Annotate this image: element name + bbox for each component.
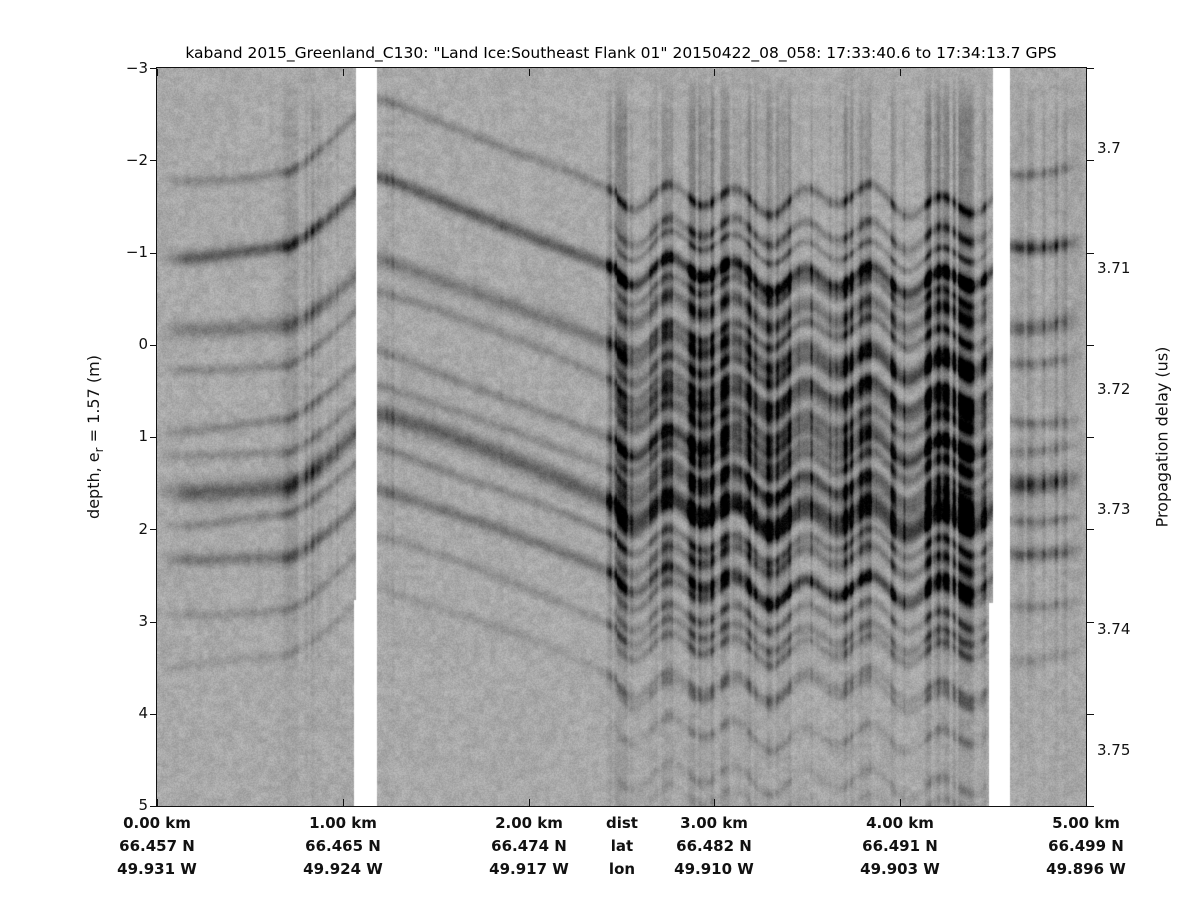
depth-tick-label: −2 [125,151,148,169]
lat-label: 66.465 N [305,837,381,855]
delay-tick-label: 3.74 [1097,620,1131,638]
tick-mark [343,799,344,806]
depth-tick-label: 2 [138,520,148,538]
tick-mark [157,799,158,806]
tick-mark [900,69,901,76]
dist-label: 3.00 km [680,814,748,832]
delay-tick-label: 3.72 [1097,380,1131,398]
depth-tick-label: 4 [138,704,148,722]
tick-mark [1087,714,1094,715]
axis-row-label-lon: lon [608,860,636,878]
tick-mark [157,69,158,76]
tick-mark [150,622,157,623]
depth-tick-label: 3 [138,612,148,630]
left-axis-label: depth, er = 1.57 (m) [84,355,106,519]
tick-mark [150,253,157,254]
tick-mark [714,799,715,806]
dist-label: 5.00 km [1052,814,1120,832]
depth-tick-label: 5 [138,796,148,814]
dist-label: 4.00 km [866,814,934,832]
tick-mark [150,529,157,530]
delay-tick-label: 3.73 [1097,500,1131,518]
tick-mark [529,69,530,76]
tick-mark [900,799,901,806]
axis-row-label-dist: dist [606,814,638,832]
lat-label: 66.491 N [862,837,938,855]
tick-mark [1087,437,1094,438]
delay-tick-label: 3.7 [1097,139,1121,157]
left-axis-label-sub: r [92,447,107,453]
left-axis-label-post: = 1.57 (m) [83,355,103,448]
tick-mark [150,345,157,346]
tick-mark [1087,253,1094,254]
depth-tick-label: −3 [125,59,148,77]
tick-mark [1087,806,1094,807]
dist-label: 0.00 km [123,814,191,832]
depth-tick-label: −1 [125,243,148,261]
axis-row-label-lat: lat [610,837,634,855]
tick-mark [1087,529,1094,530]
lon-label: 49.903 W [860,860,940,878]
figure-title: kaband 2015_Greenland_C130: "Land Ice:So… [185,44,1057,62]
depth-tick-label: 1 [138,427,148,445]
delay-tick-label: 3.75 [1097,741,1131,759]
tick-mark [1086,799,1087,806]
dist-label: 1.00 km [309,814,377,832]
lon-label: 49.910 W [674,860,754,878]
lat-label: 66.482 N [676,837,752,855]
lat-label: 66.499 N [1048,837,1124,855]
tick-mark [714,69,715,76]
lon-label: 49.896 W [1046,860,1126,878]
lon-label: 49.917 W [489,860,569,878]
tick-mark [1087,622,1094,623]
tick-mark [1087,160,1094,161]
tick-mark [150,714,157,715]
tick-mark [150,806,157,807]
tick-mark [1087,345,1094,346]
tick-mark [150,437,157,438]
lon-label: 49.924 W [303,860,383,878]
lat-label: 66.474 N [491,837,567,855]
left-axis-label-pre: depth, e [83,452,103,519]
tick-mark [529,799,530,806]
echogram-image [157,68,1086,806]
tick-mark [150,68,157,69]
tick-mark [1087,68,1094,69]
lat-label: 66.457 N [119,837,195,855]
tick-mark [343,69,344,76]
delay-tick-label: 3.71 [1097,259,1131,277]
depth-tick-label: 0 [138,335,148,353]
lon-label: 49.931 W [117,860,197,878]
dist-label: 2.00 km [495,814,563,832]
tick-mark [1086,69,1087,76]
tick-mark [150,160,157,161]
